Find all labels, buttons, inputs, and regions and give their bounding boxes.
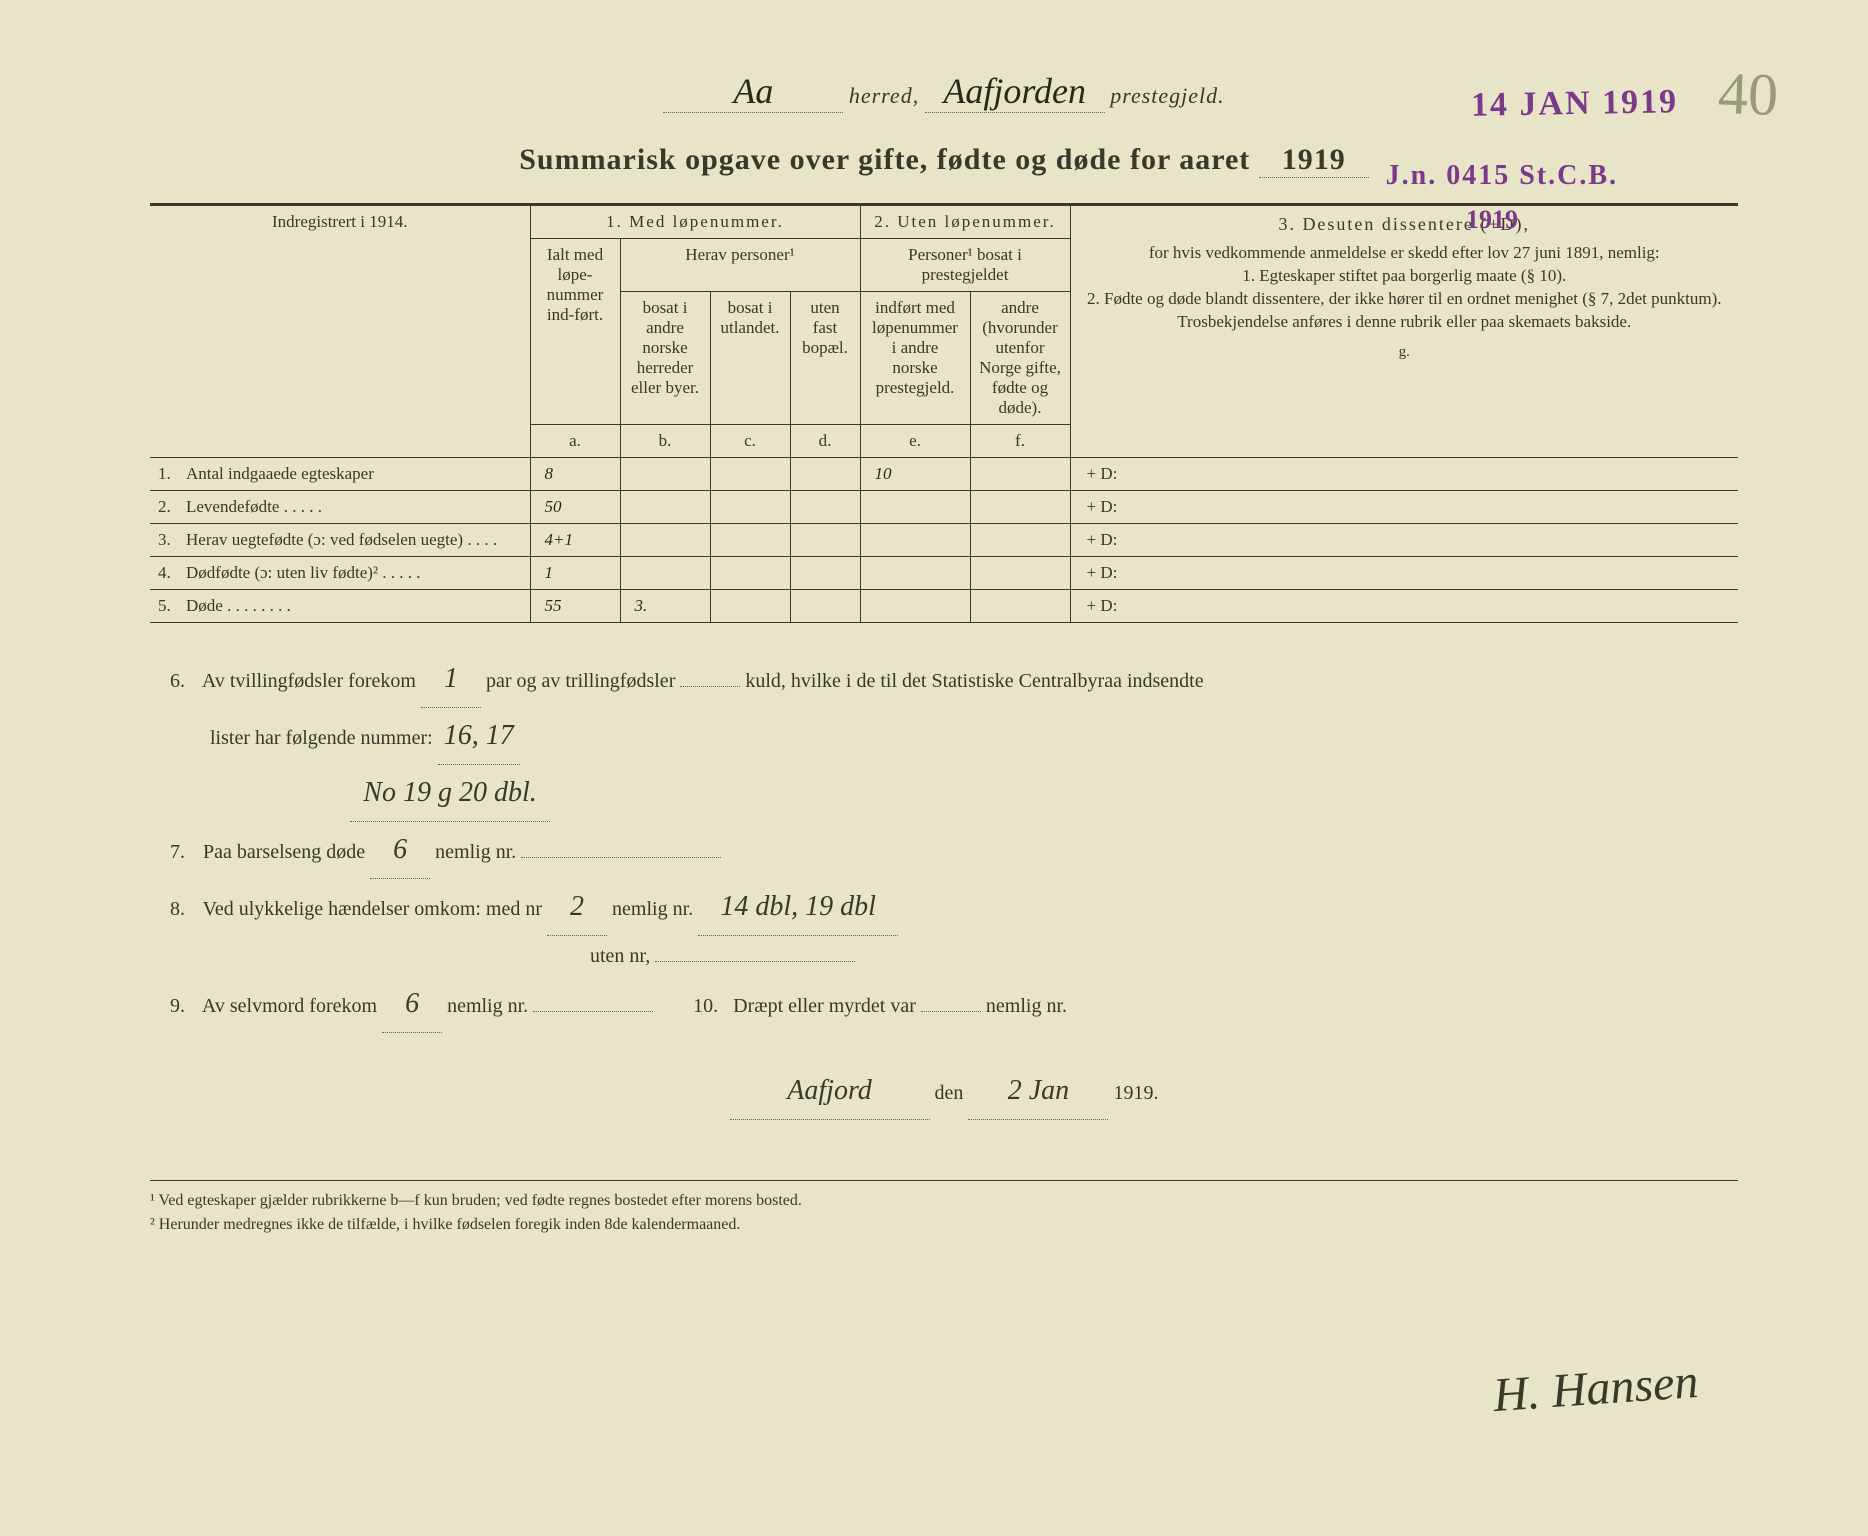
- row-label: 1.Antal indgaaede egteskaper: [150, 458, 530, 491]
- cell-d: [790, 590, 860, 623]
- stamp-year: 1919: [1466, 205, 1518, 235]
- col-d-letter: d.: [790, 425, 860, 458]
- cell-g: + D:: [1070, 491, 1738, 524]
- col-a-letter: a.: [530, 425, 620, 458]
- row-label: 4.Dødfødte (ɔ: uten liv fødte)² . . . . …: [150, 557, 530, 590]
- col-b-letter: b.: [620, 425, 710, 458]
- summary-table: Indregistrert i 1914. 1. Med løpenummer.…: [150, 203, 1738, 623]
- cell-d: [790, 524, 860, 557]
- col-c-head: bosat i utlandet.: [710, 292, 790, 425]
- cell-a: 50: [530, 491, 620, 524]
- col-b-head: bosat i andre norske herreder eller byer…: [620, 292, 710, 425]
- table-row: 4.Dødfødte (ɔ: uten liv fødte)² . . . . …: [150, 557, 1738, 590]
- cell-e: [860, 491, 970, 524]
- cell-a: 4+1: [530, 524, 620, 557]
- stamp-journal-number: J.n. 0415 St.C.B.: [1386, 160, 1618, 192]
- page-number: 40: [1717, 59, 1779, 130]
- line-6: 6. Av tvillingfødsler forekom 1 par og a…: [170, 651, 1718, 708]
- cell-d: [790, 557, 860, 590]
- cell-b: [620, 557, 710, 590]
- cell-f: [970, 557, 1070, 590]
- prestegjeld-value: Aafjorden: [925, 70, 1105, 113]
- cell-f: [970, 524, 1070, 557]
- cell-d: [790, 491, 860, 524]
- col-a-head: Ialt med løpe-nummer ind-ført.: [530, 239, 620, 425]
- pers2-head: Personer¹ bosat i prestegjeldet: [860, 239, 1070, 292]
- table-row: 5.Døde . . . . . . . .553. + D:: [150, 590, 1738, 623]
- cell-f: [970, 491, 1070, 524]
- cell-e: [860, 524, 970, 557]
- line-7: 7. Paa barselseng døde 6 nemlig nr.: [170, 822, 1718, 879]
- title-text: Summarisk opgave over gifte, fødte og dø…: [519, 143, 1250, 176]
- cell-a: 8: [530, 458, 620, 491]
- line-6c: No 19 g 20 dbl.: [170, 765, 1718, 822]
- col-indreg: Indregistrert i 1914.: [150, 205, 530, 458]
- stamp-received-date: 14 JAN 1919: [1471, 83, 1679, 125]
- cell-c: [710, 590, 790, 623]
- col-e-letter: e.: [860, 425, 970, 458]
- cell-b: [620, 491, 710, 524]
- section-3-head: 3. Desuten dissentere (+D), for hvis ved…: [1070, 205, 1738, 458]
- lower-section: 6. Av tvillingfødsler forekom 1 par og a…: [150, 651, 1738, 1120]
- cell-e: 10: [860, 458, 970, 491]
- herred-label: herred,: [849, 83, 919, 108]
- cell-e: [860, 557, 970, 590]
- col-f-head: andre (hvorunder utenfor Norge gifte, fø…: [970, 292, 1070, 425]
- col-d-head: uten fast bopæl.: [790, 292, 860, 425]
- footnote-1: ¹ Ved egteskaper gjælder rubrikkerne b—f…: [150, 1189, 1738, 1213]
- signature: H. Hansen: [1491, 1354, 1700, 1423]
- cell-g: + D:: [1070, 524, 1738, 557]
- footnote-2: ² Herunder medregnes ikke de tilfælde, i…: [150, 1213, 1738, 1237]
- cell-a: 1: [530, 557, 620, 590]
- cell-g: + D:: [1070, 557, 1738, 590]
- col-f-letter: f.: [970, 425, 1070, 458]
- cell-f: [970, 458, 1070, 491]
- row-label: 2.Levendefødte . . . . .: [150, 491, 530, 524]
- line-8: 8. Ved ulykkelige hændelser omkom: med n…: [170, 879, 1718, 936]
- table-row: 2.Levendefødte . . . . .50 + D:: [150, 491, 1738, 524]
- cell-g: + D:: [1070, 458, 1738, 491]
- cell-b: [620, 458, 710, 491]
- document-page: 40 14 JAN 1919 J.n. 0415 St.C.B. 1919 Aa…: [30, 30, 1838, 1506]
- cell-c: [710, 524, 790, 557]
- cell-c: [710, 557, 790, 590]
- cell-g: + D:: [1070, 590, 1738, 623]
- cell-c: [710, 491, 790, 524]
- herred-value: Aa: [663, 70, 843, 113]
- col-e-head: indført med løpenummer i andre norske pr…: [860, 292, 970, 425]
- section-2-head: 2. Uten løpenummer.: [860, 205, 1070, 239]
- cell-c: [710, 458, 790, 491]
- col-c-letter: c.: [710, 425, 790, 458]
- cell-a: 55: [530, 590, 620, 623]
- table-row: 1.Antal indgaaede egteskaper8 10 + D:: [150, 458, 1738, 491]
- prestegjeld-label: prestegjeld.: [1110, 83, 1224, 108]
- line-9-10: 9. Av selvmord forekom 6 nemlig nr. 10. …: [170, 976, 1718, 1033]
- cell-e: [860, 590, 970, 623]
- footnotes: ¹ Ved egteskaper gjælder rubrikkerne b—f…: [150, 1180, 1738, 1237]
- line-6b: lister har følgende nummer: 16, 17: [170, 708, 1718, 765]
- section-1-head: 1. Med løpenummer.: [530, 205, 860, 239]
- row-label: 5.Døde . . . . . . . .: [150, 590, 530, 623]
- cell-d: [790, 458, 860, 491]
- signature-line: Aafjord den 2 Jan 1919.: [170, 1063, 1718, 1120]
- title-year: 1919: [1259, 143, 1369, 178]
- cell-f: [970, 590, 1070, 623]
- cell-b: [620, 524, 710, 557]
- line-8b: uten nr,: [170, 936, 1718, 976]
- herav-head: Herav personer¹: [620, 239, 860, 292]
- cell-b: 3.: [620, 590, 710, 623]
- table-row: 3.Herav uegtefødte (ɔ: ved fødselen uegt…: [150, 524, 1738, 557]
- row-label: 3.Herav uegtefødte (ɔ: ved fødselen uegt…: [150, 524, 530, 557]
